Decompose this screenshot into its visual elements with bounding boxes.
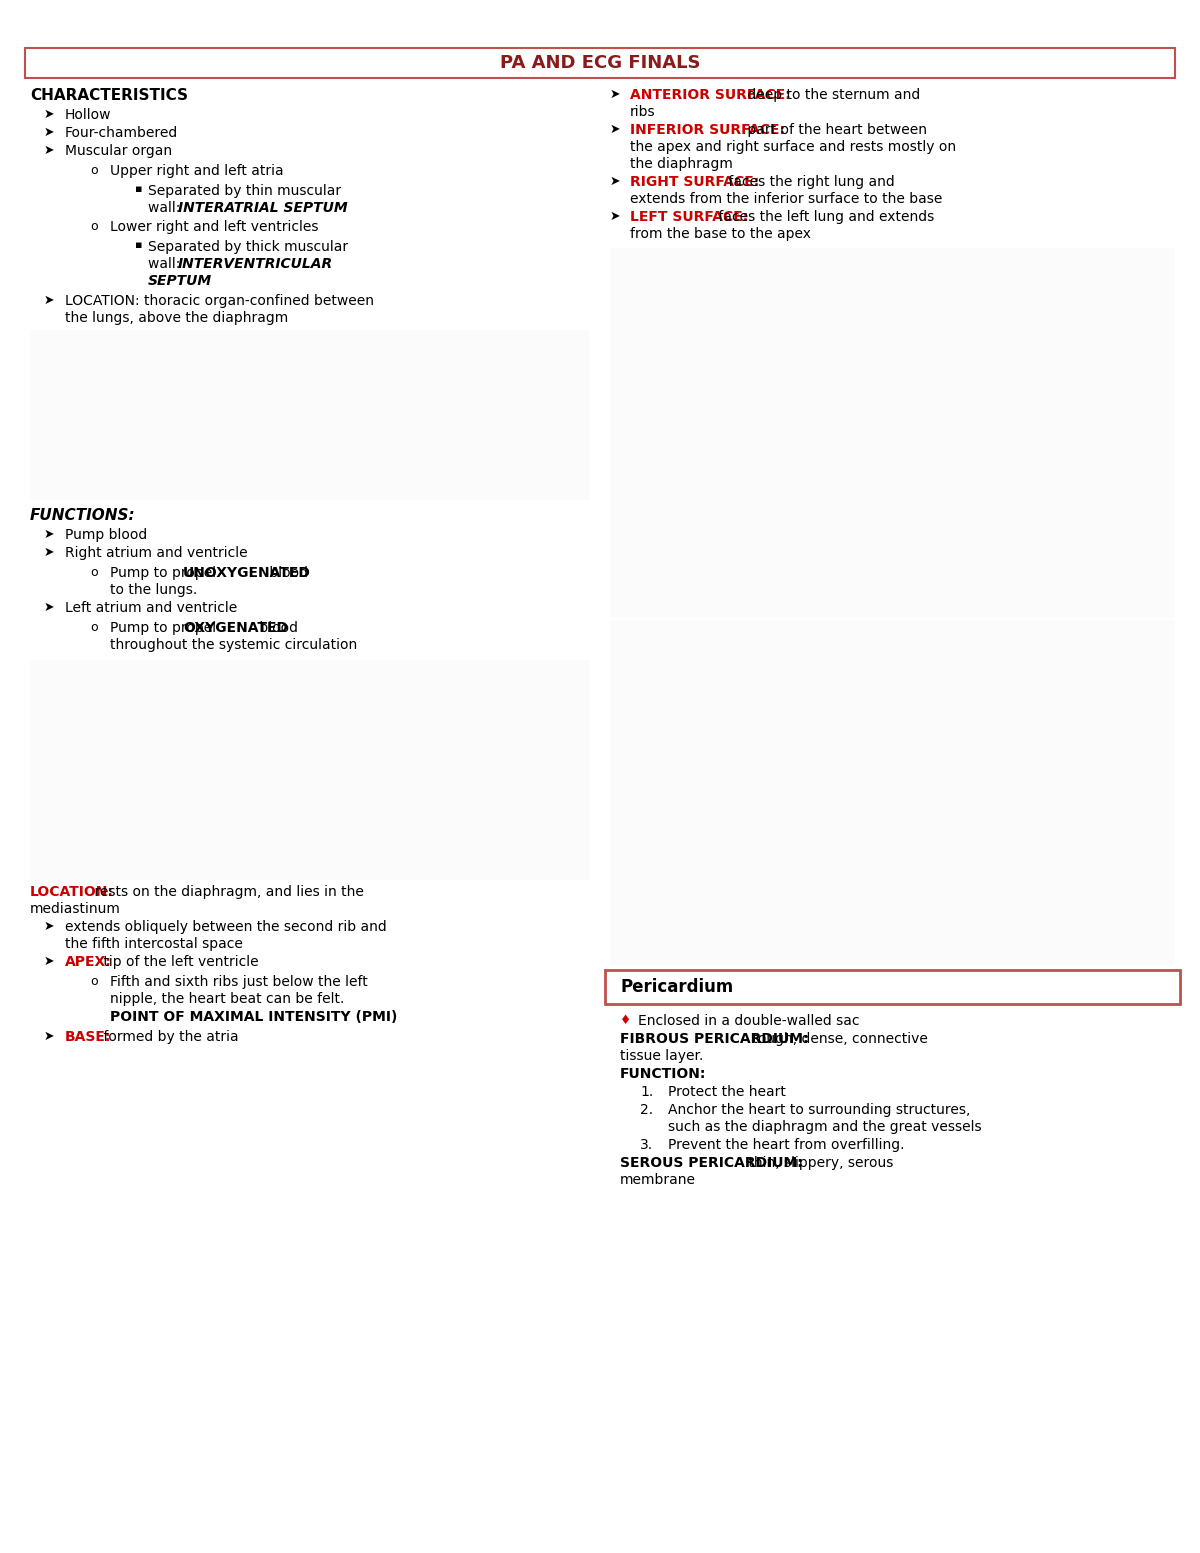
- Text: SEROUS PERICARDIUM:: SEROUS PERICARDIUM:: [620, 1155, 803, 1169]
- Text: such as the diaphragm and the great vessels: such as the diaphragm and the great vess…: [668, 1120, 982, 1134]
- Text: part of the heart between: part of the heart between: [743, 123, 928, 137]
- Text: Enclosed in a double-walled sac: Enclosed in a double-walled sac: [638, 1014, 859, 1028]
- Text: LOCATION:: LOCATION:: [30, 885, 114, 899]
- Text: o: o: [90, 565, 97, 579]
- Text: FUNCTION:: FUNCTION:: [620, 1067, 707, 1081]
- Text: Lower right and left ventricles: Lower right and left ventricles: [110, 221, 318, 235]
- Text: mediastinum: mediastinum: [30, 902, 121, 916]
- Text: UNOXYGENATED: UNOXYGENATED: [182, 565, 311, 579]
- Text: o: o: [90, 221, 97, 233]
- Text: the diaphragm: the diaphragm: [630, 157, 733, 171]
- FancyBboxPatch shape: [605, 971, 1180, 1003]
- Text: thin, slippery, serous: thin, slippery, serous: [744, 1155, 893, 1169]
- Bar: [30, 660, 590, 881]
- Text: OXYGENATED: OXYGENATED: [182, 621, 288, 635]
- Text: Hollow: Hollow: [65, 109, 112, 123]
- Text: tough, dense, connective: tough, dense, connective: [748, 1033, 928, 1047]
- Bar: [610, 620, 1175, 964]
- Text: INFERIOR SURFACE:: INFERIOR SURFACE:: [630, 123, 785, 137]
- Text: APEX:: APEX:: [65, 955, 112, 969]
- Text: Separated by thick muscular: Separated by thick muscular: [148, 241, 348, 255]
- Text: blood: blood: [265, 565, 308, 579]
- Text: blood: blood: [256, 621, 298, 635]
- Text: Pericardium: Pericardium: [620, 978, 733, 995]
- FancyBboxPatch shape: [25, 48, 1175, 78]
- Text: faces the right lung and: faces the right lung and: [724, 175, 895, 189]
- Text: ➤: ➤: [44, 528, 54, 540]
- Text: FUNCTIONS:: FUNCTIONS:: [30, 508, 136, 523]
- Text: ribs: ribs: [630, 106, 655, 120]
- Text: ➤: ➤: [44, 547, 54, 559]
- Text: wall:: wall:: [148, 200, 185, 214]
- Text: deep to the sternum and: deep to the sternum and: [743, 89, 920, 102]
- Text: Protect the heart: Protect the heart: [668, 1086, 786, 1100]
- Text: o: o: [90, 621, 97, 634]
- Text: rests on the diaphragm, and lies in the: rests on the diaphragm, and lies in the: [90, 885, 364, 899]
- Text: the fifth intercostal space: the fifth intercostal space: [65, 936, 242, 950]
- Text: INTERATRIAL SEPTUM: INTERATRIAL SEPTUM: [178, 200, 348, 214]
- Text: extends obliquely between the second rib and: extends obliquely between the second rib…: [65, 919, 386, 933]
- Text: Prevent the heart from overfilling.: Prevent the heart from overfilling.: [668, 1138, 905, 1152]
- Text: FIBROUS PERICARDIUM:: FIBROUS PERICARDIUM:: [620, 1033, 809, 1047]
- Text: ▪: ▪: [134, 241, 143, 250]
- Text: the lungs, above the diaphragm: the lungs, above the diaphragm: [65, 311, 288, 325]
- Text: ➤: ➤: [44, 109, 54, 121]
- Text: ANTERIOR SURFACE:: ANTERIOR SURFACE:: [630, 89, 791, 102]
- Text: to the lungs.: to the lungs.: [110, 582, 197, 596]
- Text: tip of the left ventricle: tip of the left ventricle: [98, 955, 259, 969]
- Text: Left atrium and ventricle: Left atrium and ventricle: [65, 601, 238, 615]
- Text: ➤: ➤: [44, 144, 54, 157]
- Text: 3.: 3.: [640, 1138, 653, 1152]
- Text: ➤: ➤: [44, 601, 54, 613]
- Text: Pump to propel: Pump to propel: [110, 621, 221, 635]
- Text: BASE:: BASE:: [65, 1030, 112, 1044]
- Text: wall:: wall:: [148, 256, 185, 272]
- Bar: [610, 248, 1175, 618]
- Text: Pump to propel: Pump to propel: [110, 565, 221, 579]
- Text: ➤: ➤: [44, 955, 54, 968]
- Text: ➤: ➤: [610, 123, 620, 137]
- Text: ➤: ➤: [44, 126, 54, 140]
- Text: faces the left lung and extends: faces the left lung and extends: [714, 210, 935, 224]
- Text: ➤: ➤: [610, 89, 620, 101]
- Text: 1.: 1.: [640, 1086, 653, 1100]
- Text: extends from the inferior surface to the base: extends from the inferior surface to the…: [630, 193, 942, 207]
- Text: Separated by thin muscular: Separated by thin muscular: [148, 183, 341, 197]
- Text: o: o: [90, 165, 97, 177]
- Text: LEFT SURFACE:: LEFT SURFACE:: [630, 210, 749, 224]
- Text: ▪: ▪: [134, 183, 143, 194]
- Text: nipple, the heart beat can be felt.: nipple, the heart beat can be felt.: [110, 992, 344, 1006]
- Text: from the base to the apex: from the base to the apex: [630, 227, 811, 241]
- Text: ➤: ➤: [44, 294, 54, 307]
- Text: RIGHT SURFACE:: RIGHT SURFACE:: [630, 175, 760, 189]
- Text: ➤: ➤: [610, 175, 620, 188]
- Bar: [30, 329, 590, 500]
- Text: ➤: ➤: [44, 1030, 54, 1044]
- Text: throughout the systemic circulation: throughout the systemic circulation: [110, 638, 358, 652]
- Text: POINT OF MAXIMAL INTENSITY (PMI): POINT OF MAXIMAL INTENSITY (PMI): [110, 1009, 397, 1023]
- Text: Muscular organ: Muscular organ: [65, 144, 172, 158]
- Text: 2.: 2.: [640, 1103, 653, 1117]
- Text: ➤: ➤: [44, 919, 54, 933]
- Text: INTERVENTRICULAR: INTERVENTRICULAR: [178, 256, 334, 272]
- Text: PA AND ECG FINALS: PA AND ECG FINALS: [499, 54, 701, 71]
- Text: CHARACTERISTICS: CHARACTERISTICS: [30, 89, 188, 102]
- Text: tissue layer.: tissue layer.: [620, 1048, 703, 1062]
- Text: LOCATION: thoracic organ-confined between: LOCATION: thoracic organ-confined betwee…: [65, 294, 374, 307]
- Text: ♦: ♦: [620, 1014, 631, 1027]
- Text: Right atrium and ventricle: Right atrium and ventricle: [65, 547, 247, 561]
- Text: formed by the atria: formed by the atria: [98, 1030, 239, 1044]
- Text: Four-chambered: Four-chambered: [65, 126, 179, 140]
- Text: ➤: ➤: [610, 210, 620, 224]
- Text: Anchor the heart to surrounding structures,: Anchor the heart to surrounding structur…: [668, 1103, 971, 1117]
- Text: membrane: membrane: [620, 1173, 696, 1186]
- Text: o: o: [90, 975, 97, 988]
- Text: Upper right and left atria: Upper right and left atria: [110, 165, 283, 179]
- Text: Fifth and sixth ribs just below the left: Fifth and sixth ribs just below the left: [110, 975, 367, 989]
- Text: Pump blood: Pump blood: [65, 528, 148, 542]
- Text: SEPTUM: SEPTUM: [148, 273, 212, 287]
- Text: the apex and right surface and rests mostly on: the apex and right surface and rests mos…: [630, 140, 956, 154]
